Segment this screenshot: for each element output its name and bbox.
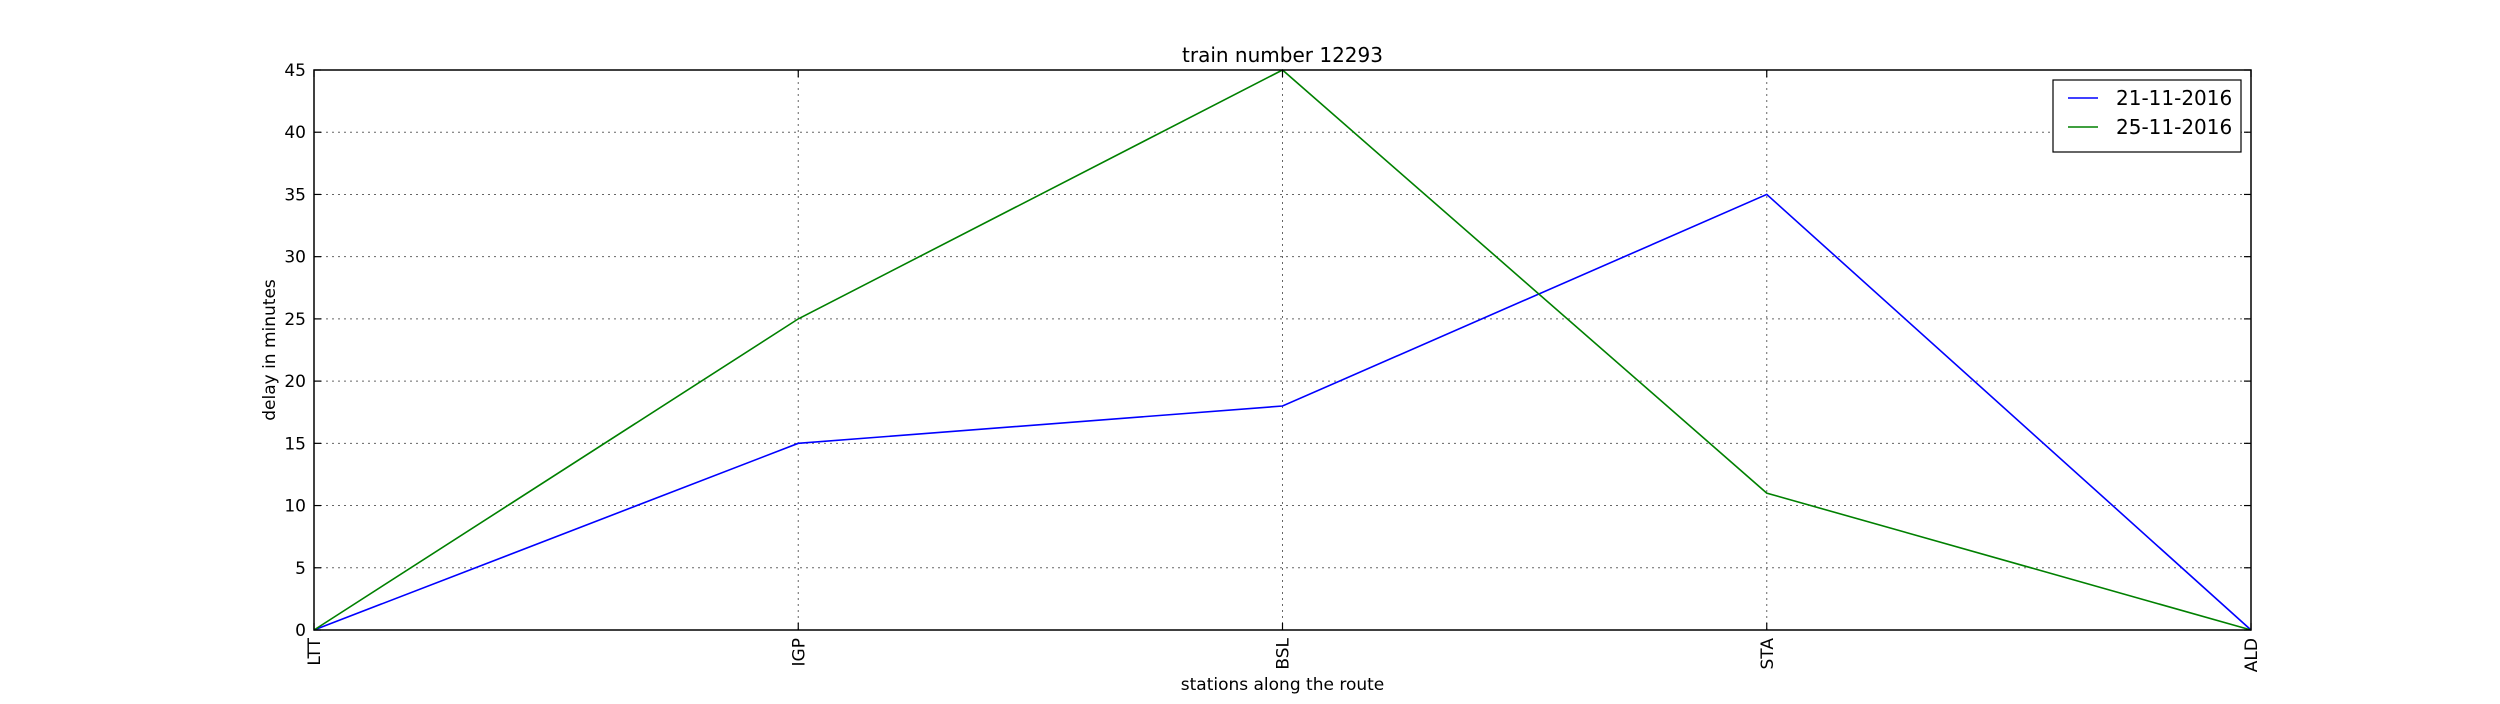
y-tick-label: 20 bbox=[284, 372, 306, 392]
x-tick-label: LTT bbox=[305, 637, 325, 665]
x-tick-label: BSL bbox=[1274, 637, 1294, 669]
legend-frame bbox=[2052, 79, 2242, 153]
legend-label: 21-11-2016 bbox=[2116, 86, 2232, 110]
x-tick-label: ALD bbox=[2242, 638, 2262, 672]
chart-title: train number 12293 bbox=[1182, 43, 1383, 67]
x-tick-label: IGP bbox=[789, 638, 809, 666]
legend-label: 25-11-2016 bbox=[2116, 115, 2232, 139]
y-tick-label: 35 bbox=[284, 185, 306, 205]
y-tick-label: 40 bbox=[284, 123, 306, 143]
y-tick-label: 30 bbox=[284, 248, 306, 268]
y-tick-label: 15 bbox=[284, 434, 306, 454]
y-tick-label: 0 bbox=[295, 621, 306, 641]
y-tick-label: 10 bbox=[284, 497, 306, 517]
x-axis-label: stations along the route bbox=[1181, 675, 1385, 695]
grid-layer bbox=[314, 70, 2251, 630]
y-tick-label: 25 bbox=[284, 310, 306, 330]
y-tick-label: 45 bbox=[284, 61, 306, 81]
legend: 21-11-2016 25-11-2016 bbox=[2052, 79, 2242, 153]
y-tick-label: 5 bbox=[295, 559, 306, 579]
x-tick-label: STA bbox=[1758, 638, 1778, 670]
tick-layer: 0 5 10 15 20 25 30 35 40 45 LTT IGP BSL STA ALD bbox=[284, 61, 2262, 672]
series-line bbox=[313, 193, 2252, 631]
y-axis-label: delay in minutes bbox=[260, 279, 280, 421]
